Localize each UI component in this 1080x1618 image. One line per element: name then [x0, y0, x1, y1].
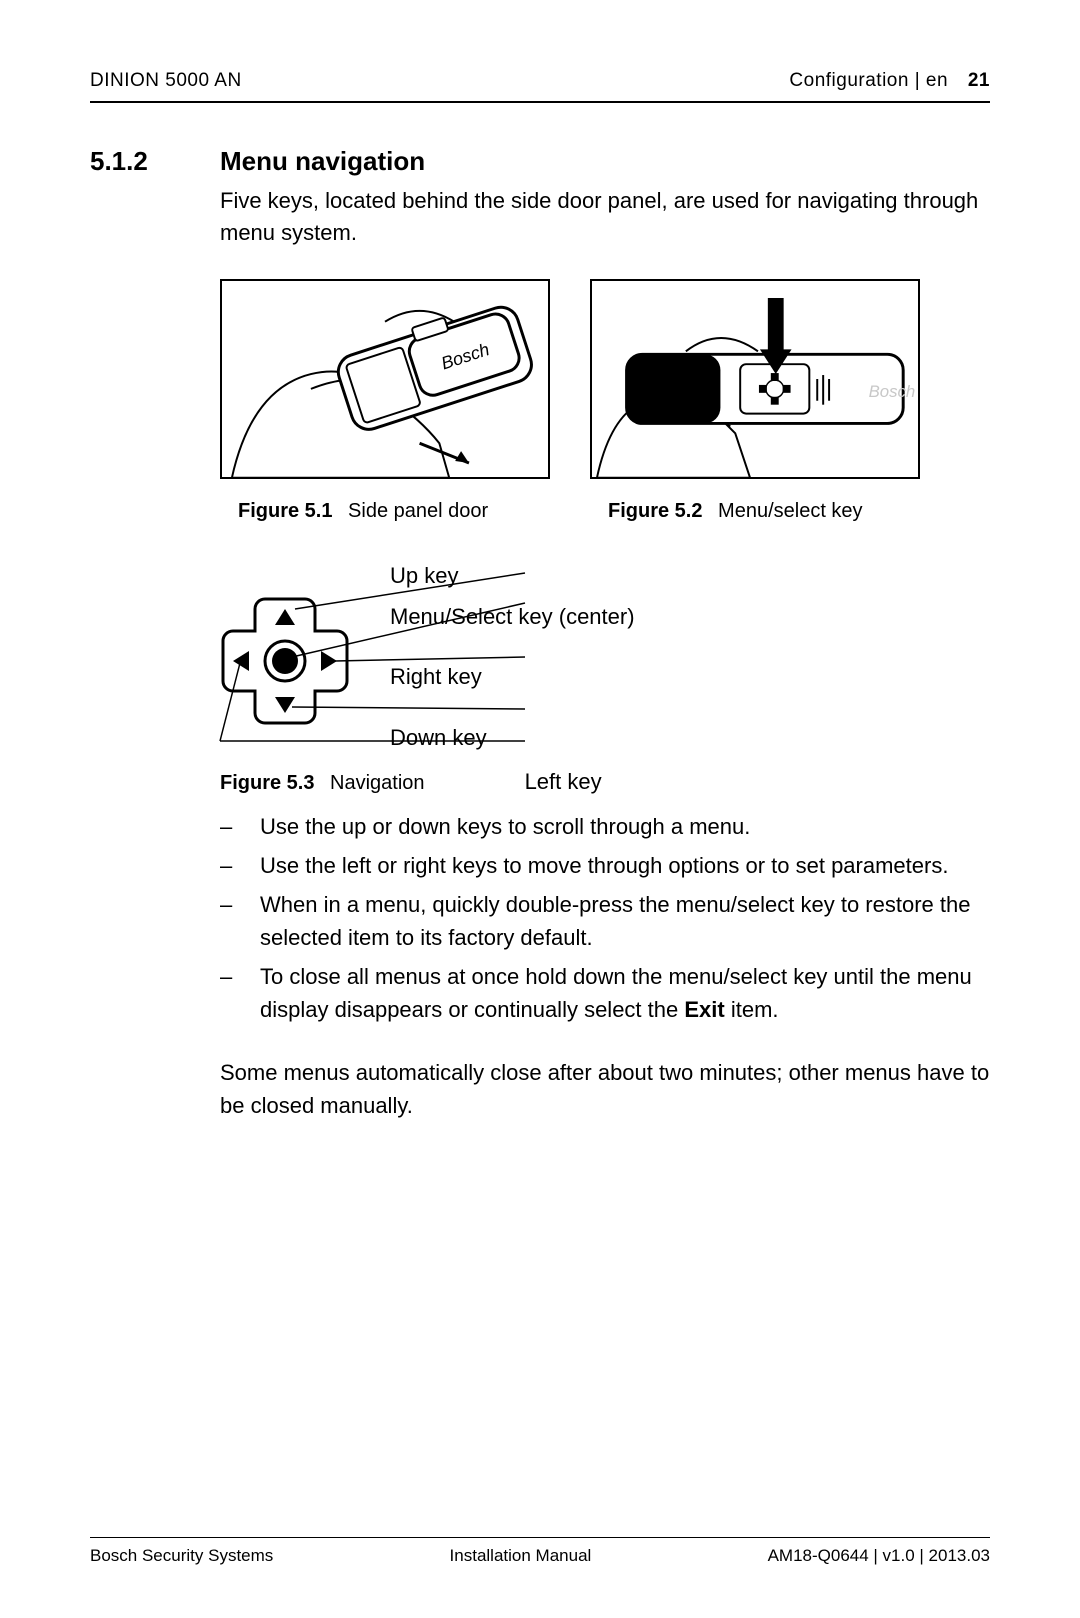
- header-section: Configuration | en: [789, 70, 948, 91]
- content-area: 5.1.2 Menu navigation Five keys, located…: [90, 143, 990, 1122]
- section-title: Menu navigation: [220, 143, 990, 179]
- closing-paragraph: Some menus automatically close after abo…: [220, 1056, 990, 1122]
- nav-key-labels: Up key Menu/Select key (center) Right ke…: [390, 561, 635, 754]
- caption-5-2: Figure 5.2 Menu/select key: [590, 497, 920, 525]
- bullet-text: To close all menus at once hold down the…: [260, 960, 990, 1026]
- caption-5-3: Figure 5.3 Navigation Left key: [220, 767, 990, 798]
- page-header: DINION 5000 AN Configuration | en 21: [90, 68, 990, 103]
- dpad-illustration: [220, 561, 360, 761]
- list-item: –Use the up or down keys to scroll throu…: [220, 810, 990, 843]
- list-item: –Use the left or right keys to move thro…: [220, 849, 990, 882]
- label-right-key: Right key: [390, 662, 635, 693]
- list-item: –When in a menu, quickly double-press th…: [220, 888, 990, 954]
- bullet-text: Use the up or down keys to scroll throug…: [260, 810, 990, 843]
- figure-label: Figure 5.3: [220, 772, 314, 794]
- header-context: Configuration | en 21: [789, 68, 990, 95]
- page-number: 21: [968, 70, 990, 91]
- figure-caption-text: Menu/select key: [718, 500, 863, 522]
- caption-row: Figure 5.1 Side panel door Figure 5.2 Me…: [220, 497, 990, 525]
- brand-text-gray: Bosch: [869, 382, 916, 401]
- footer-doc-type: Installation Manual: [450, 1544, 592, 1568]
- figure-5-2: Bosch: [590, 279, 920, 479]
- figure-label: Figure 5.1: [238, 500, 332, 522]
- section-header-row: 5.1.2 Menu navigation Five keys, located…: [90, 143, 990, 279]
- page-footer: Bosch Security Systems Installation Manu…: [90, 1537, 990, 1568]
- figure-caption-text: Navigation: [330, 772, 425, 794]
- figure-5-1: Bosch: [220, 279, 550, 479]
- figure-5-3-area: Up key Menu/Select key (center) Right ke…: [220, 561, 990, 761]
- figure-caption-text: Side panel door: [348, 500, 488, 522]
- figures-row: Bosch: [220, 279, 990, 479]
- label-down-key: Down key: [390, 723, 635, 754]
- figure-label: Figure 5.2: [608, 500, 702, 522]
- footer-company: Bosch Security Systems: [90, 1544, 273, 1568]
- section-intro: Five keys, located behind the side door …: [220, 185, 990, 249]
- label-center-key: Menu/Select key (center): [390, 602, 635, 633]
- label-up-key: Up key: [390, 561, 635, 592]
- section-number: 5.1.2: [90, 143, 180, 279]
- bullet-text: Use the left or right keys to move throu…: [260, 849, 990, 882]
- label-left-key: Left key: [525, 767, 602, 798]
- instruction-list: –Use the up or down keys to scroll throu…: [220, 810, 990, 1026]
- list-item: –To close all menus at once hold down th…: [220, 960, 990, 1026]
- header-product: DINION 5000 AN: [90, 68, 242, 95]
- document-page: DINION 5000 AN Configuration | en 21 5.1…: [0, 0, 1080, 1618]
- caption-5-1: Figure 5.1 Side panel door: [220, 497, 550, 525]
- bullet-text: When in a menu, quickly double-press the…: [260, 888, 990, 954]
- footer-doc-id: AM18-Q0644 | v1.0 | 2013.03: [768, 1544, 990, 1568]
